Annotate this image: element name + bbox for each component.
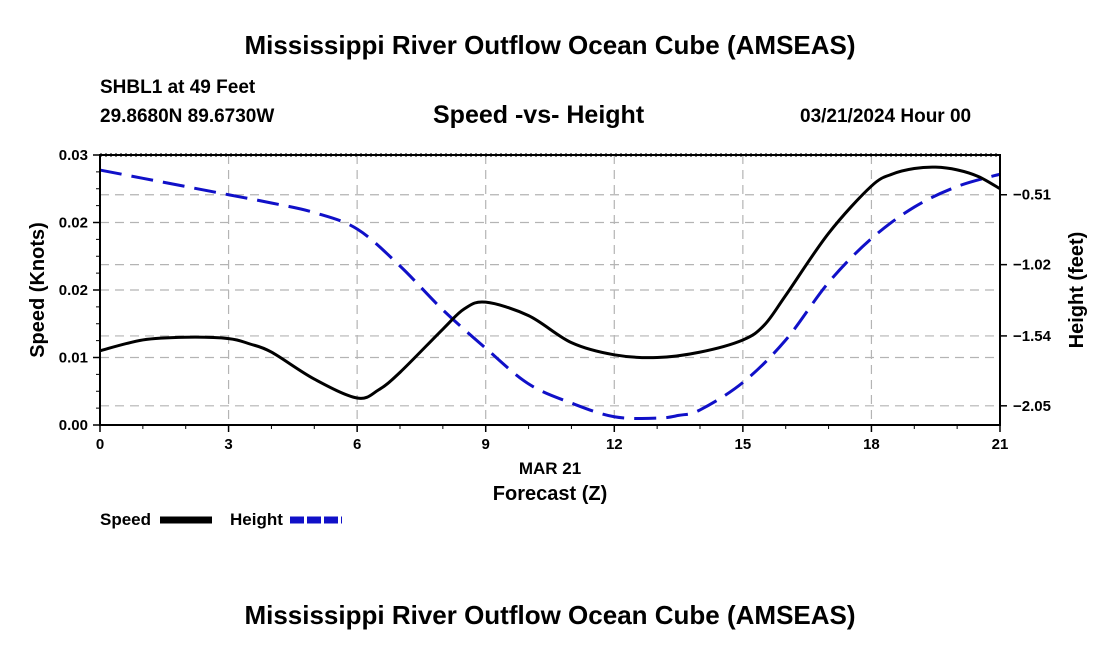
y-tick-label: 0.03 [59, 147, 88, 164]
x-tick-label: 21 [992, 436, 1009, 453]
station-label: SHBL1 at 49 Feet [100, 77, 256, 98]
x-sublabel: MAR 21 [519, 459, 581, 478]
legend-height-label: Height [230, 510, 283, 529]
y2-tick-label: −1.54 [1013, 328, 1052, 345]
y-tick-label: 0.01 [59, 350, 88, 367]
x-axis-label: Forecast (Z) [493, 483, 607, 505]
x-tick-label: 6 [353, 436, 361, 453]
y-tick-label: 0.02 [59, 215, 88, 232]
y2-tick-label: −2.05 [1013, 398, 1051, 415]
x-tick-label: 0 [96, 436, 104, 453]
y-tick-label: 0.00 [59, 417, 88, 434]
legend-speed-label: Speed [100, 510, 151, 529]
x-tick-label: 12 [606, 436, 623, 453]
chart-subtitle: Speed -vs- Height [433, 101, 645, 129]
x-tick-label: 3 [224, 436, 232, 453]
footer-title: Mississippi River Outflow Ocean Cube (AM… [244, 600, 856, 630]
y2-tick-label: −0.51 [1013, 187, 1051, 204]
y-tick-label: 0.02 [59, 282, 88, 299]
page-title: Mississippi River Outflow Ocean Cube (AM… [244, 30, 856, 60]
coordinates-label: 29.8680N 89.6730W [100, 106, 275, 127]
x-tick-label: 9 [482, 436, 490, 453]
y-axis-label: Speed (Knots) [27, 222, 49, 358]
y2-tick-label: −1.02 [1013, 257, 1051, 274]
y2-axis-label: Height (feet) [1066, 232, 1088, 349]
datetime-label: 03/21/2024 Hour 00 [800, 106, 972, 127]
x-tick-label: 18 [863, 436, 880, 453]
speed-series-line [99, 165, 1001, 400]
x-tick-label: 15 [735, 436, 752, 453]
height-series-line [99, 168, 1001, 420]
